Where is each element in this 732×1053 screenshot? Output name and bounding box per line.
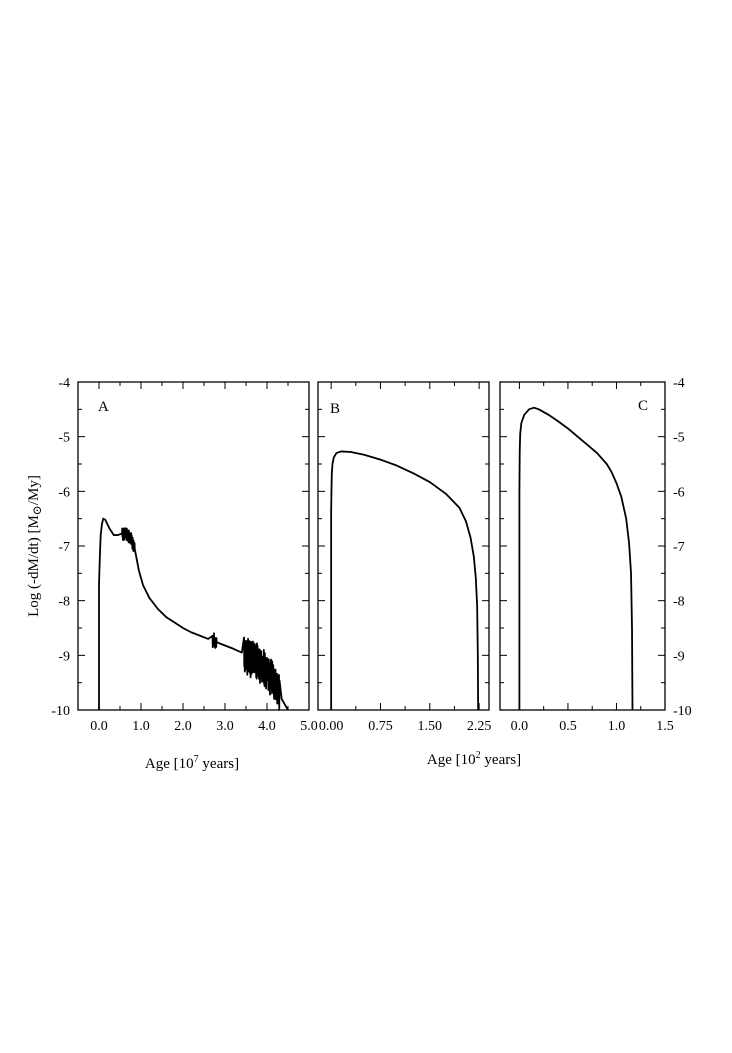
panel-c-y-tick-label: -10 (673, 704, 692, 719)
panel-b-x-tick-label: 0.75 (368, 719, 393, 734)
panel-a-x-tick-label: 2.0 (174, 719, 192, 734)
panel-c-label: C (638, 398, 648, 414)
y-axis-title-subscript: ⊙ (30, 505, 44, 515)
panel-b-tick-labels: 0.00 0.75 1.50 2.25 (319, 719, 491, 734)
panel-c-x-tick-label: 1.5 (656, 719, 674, 734)
y-axis-title: Log (-dM/dt) [M⊙/My] (26, 475, 44, 617)
panel-b: 0.00 0.75 1.50 2.25 B Age [102 years] (317, 381, 521, 768)
panel-a-y-tick-label: -5 (58, 431, 70, 446)
panel-c: 0.0 0.5 1.0 1.5 -4 -5 -6 -7 -8 -9 -10 C (499, 376, 692, 734)
panel-a-y-tick-label: -8 (58, 595, 70, 610)
panel-c-y-tick-label: -6 (673, 485, 685, 500)
panel-c-x-tick-label: 0.5 (559, 719, 577, 734)
panel-a-frame (77, 381, 310, 711)
panel-b-x-tick-label: 2.25 (467, 719, 492, 734)
panel-a-x-axis-title-exponent: 7 (194, 754, 199, 765)
panel-c-frame (499, 381, 666, 711)
panel-a-x-axis-title: Age [107 years] (145, 754, 239, 772)
panel-c-tick-labels: 0.0 0.5 1.0 1.5 -4 -5 -6 -7 -8 -9 -10 (511, 376, 692, 734)
panel-b-ticks (318, 381, 489, 711)
panel-c-curve (518, 406, 634, 711)
panel-c-y-tick-label: -9 (673, 649, 685, 664)
panel-c-y-tick-label: -5 (673, 431, 685, 446)
panel-a-x-tick-label: 0.0 (90, 719, 108, 734)
panel-c-ticks (500, 381, 666, 711)
panel-a-ticks (77, 381, 310, 711)
panel-a-y-tick-label: -7 (58, 540, 70, 555)
panel-a-x-tick-label: 4.0 (258, 719, 276, 734)
panel-b-x-tick-label: 1.50 (418, 719, 443, 734)
panel-c-x-tick-label: 1.0 (608, 719, 626, 734)
panel-a-x-tick-label: 5.0 (300, 719, 318, 734)
panel-a-x-tick-label: 3.0 (216, 719, 234, 734)
panel-a-y-tick-label: -10 (51, 704, 70, 719)
panel-a-label: A (98, 399, 109, 415)
panel-b-x-axis-title: Age [102 years] (427, 750, 521, 768)
panel-b-x-tick-label: 0.00 (319, 719, 344, 734)
panel-c-x-tick-label: 0.0 (511, 719, 529, 734)
panel-b-label: B (330, 401, 340, 417)
panel-a-y-tick-label: -4 (58, 376, 70, 391)
panel-a-tick-labels: 0.0 1.0 2.0 3.0 4.0 5.0 -4 -5 -6 -7 -8 -9 -10 (51, 376, 317, 734)
panel-c-y-tick-label: -4 (673, 376, 685, 391)
panel-a-y-tick-label: -6 (58, 485, 70, 500)
panel-b-curve (330, 450, 480, 711)
panel-c-y-tick-label: -7 (673, 540, 685, 555)
panel-c-y-tick-label: -8 (673, 595, 685, 610)
panel-a-x-tick-label: 1.0 (132, 719, 150, 734)
panel-a-y-tick-label: -9 (58, 649, 70, 664)
panel-b-x-axis-title-exponent: 2 (476, 750, 481, 761)
panel-a: 0.0 1.0 2.0 3.0 4.0 5.0 -4 -5 -6 -7 -8 -9 -10 A Age … (26, 376, 318, 772)
panel-b-frame (317, 381, 490, 711)
panel-a-curve (98, 517, 289, 711)
